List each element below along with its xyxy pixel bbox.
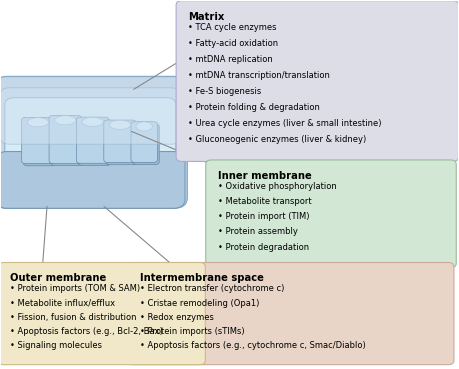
FancyBboxPatch shape <box>23 120 56 166</box>
Text: • Protein imports (TOM & SAM): • Protein imports (TOM & SAM) <box>10 284 140 293</box>
Text: • Fission, fusion & distribution: • Fission, fusion & distribution <box>10 313 137 322</box>
FancyBboxPatch shape <box>133 124 159 165</box>
FancyBboxPatch shape <box>104 120 136 162</box>
Text: • Protein import (TIM): • Protein import (TIM) <box>218 212 309 221</box>
FancyBboxPatch shape <box>128 262 454 365</box>
Text: • Protein degradation: • Protein degradation <box>218 242 309 252</box>
Ellipse shape <box>136 122 152 131</box>
FancyBboxPatch shape <box>22 117 54 163</box>
Text: • Protein folding & degradation: • Protein folding & degradation <box>188 103 320 112</box>
Text: • mtDNA replication: • mtDNA replication <box>188 55 273 64</box>
FancyBboxPatch shape <box>5 98 176 200</box>
Text: • Cristae remodeling (Opa1): • Cristae remodeling (Opa1) <box>140 299 259 307</box>
Text: • Protein imports (sTIMs): • Protein imports (sTIMs) <box>140 327 245 336</box>
Text: Inner membrane: Inner membrane <box>218 171 311 181</box>
Text: • Metabolite transport: • Metabolite transport <box>218 197 311 206</box>
Ellipse shape <box>27 118 49 127</box>
Ellipse shape <box>109 120 131 130</box>
Text: Intermembrane space: Intermembrane space <box>140 273 264 283</box>
Text: • Gluconeogenic enzymes (liver & kidney): • Gluconeogenic enzymes (liver & kidney) <box>188 135 366 144</box>
Text: • Fatty-acid oxidation: • Fatty-acid oxidation <box>188 39 278 48</box>
Text: • Fe-S biogenesis: • Fe-S biogenesis <box>188 87 261 96</box>
Text: • TCA cycle enzymes: • TCA cycle enzymes <box>188 23 276 32</box>
Text: • Signaling molecules: • Signaling molecules <box>10 341 102 350</box>
FancyBboxPatch shape <box>78 119 111 165</box>
Text: • Redox enzymes: • Redox enzymes <box>140 313 214 322</box>
Text: • Protein assembly: • Protein assembly <box>218 227 297 237</box>
Text: Matrix: Matrix <box>188 12 224 22</box>
FancyBboxPatch shape <box>131 122 157 162</box>
FancyBboxPatch shape <box>0 76 187 208</box>
FancyBboxPatch shape <box>0 152 185 208</box>
Text: • Apoptosis factors (e.g., Bcl-2, Bax): • Apoptosis factors (e.g., Bcl-2, Bax) <box>10 327 163 336</box>
Text: • Oxidative phosphorylation: • Oxidative phosphorylation <box>218 182 336 191</box>
FancyBboxPatch shape <box>176 1 459 161</box>
Ellipse shape <box>9 96 179 197</box>
FancyBboxPatch shape <box>0 262 205 365</box>
Text: • Electron transfer (cytochrome c): • Electron transfer (cytochrome c) <box>140 284 285 293</box>
FancyBboxPatch shape <box>77 117 109 163</box>
Text: • Metabolite influx/efflux: • Metabolite influx/efflux <box>10 299 115 307</box>
Text: • Urea cycle enzymes (liver & small intestine): • Urea cycle enzymes (liver & small inte… <box>188 119 381 128</box>
FancyBboxPatch shape <box>0 88 180 144</box>
Ellipse shape <box>55 115 76 125</box>
Text: • Apoptosis factors (e.g., cytochrome c, Smac/Diablo): • Apoptosis factors (e.g., cytochrome c,… <box>140 341 366 350</box>
FancyBboxPatch shape <box>106 122 138 165</box>
Text: • mtDNA transcription/translation: • mtDNA transcription/translation <box>188 71 330 80</box>
FancyBboxPatch shape <box>49 115 81 163</box>
Text: Outer membrane: Outer membrane <box>10 273 106 283</box>
FancyBboxPatch shape <box>206 160 456 268</box>
Ellipse shape <box>82 117 103 127</box>
FancyBboxPatch shape <box>51 118 83 166</box>
